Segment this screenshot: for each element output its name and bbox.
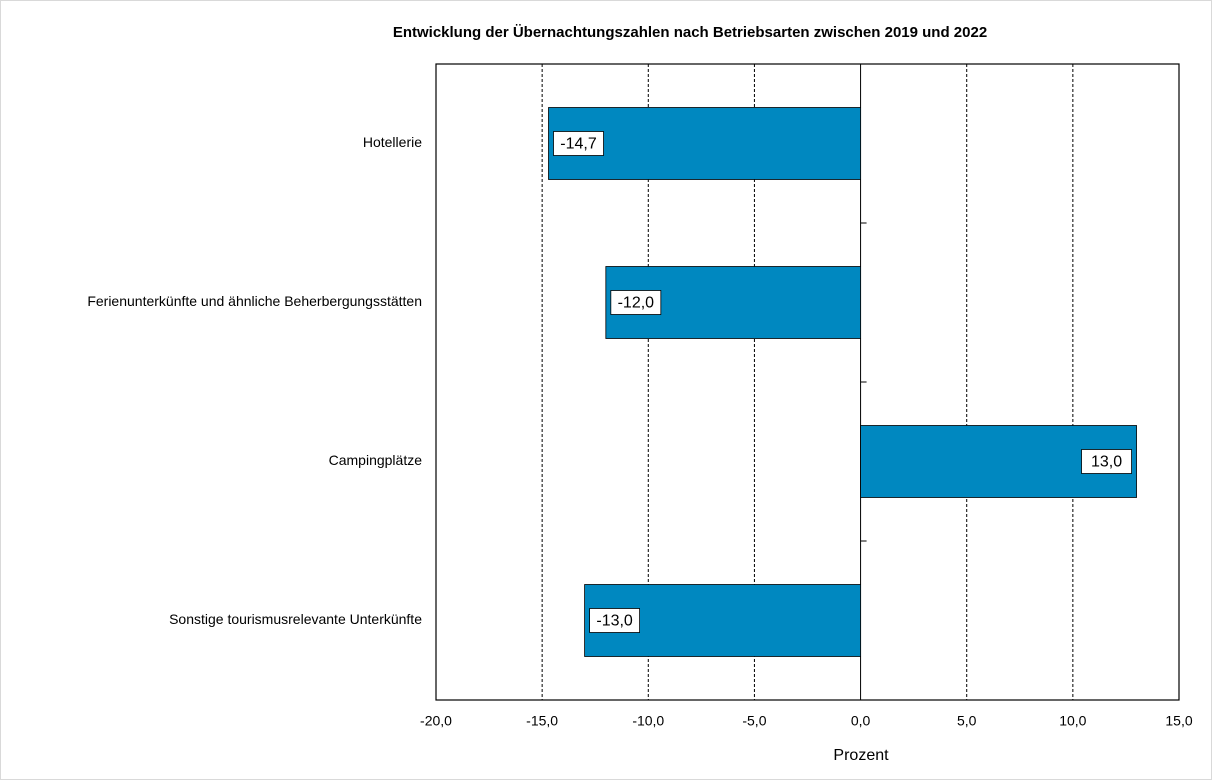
chart-title: Entwicklung der Übernachtungszahlen nach… <box>393 24 987 41</box>
y-tick-label: Sonstige tourismusrelevante Unterkünfte <box>169 611 422 627</box>
value-label-box <box>553 131 604 156</box>
value-label: -14,7 <box>560 136 597 153</box>
y-tick-label: Campingplätze <box>329 452 423 468</box>
x-tick-label: -15,0 <box>526 713 558 729</box>
value-label-box <box>610 290 662 315</box>
y-tick-label: Hotellerie <box>363 134 422 150</box>
value-label: 13,0 <box>1091 454 1122 471</box>
value-label: -13,0 <box>596 613 633 630</box>
value-label: -12,0 <box>618 295 655 312</box>
x-tick-label: 15,0 <box>1165 713 1192 729</box>
value-label-box <box>1081 449 1132 474</box>
x-tick-label: 5,0 <box>957 713 977 729</box>
x-tick-label: 0,0 <box>851 713 871 729</box>
x-tick-label: 10,0 <box>1059 713 1086 729</box>
plot-frame <box>435 63 1180 701</box>
x-tick-label: -10,0 <box>632 713 664 729</box>
value-label-box <box>589 608 640 633</box>
y-tick-label: Ferienunterkünfte und ähnliche Beherberg… <box>87 293 422 309</box>
x-axis-label: Prozent <box>833 747 889 764</box>
x-tick-label: -5,0 <box>742 713 766 729</box>
x-tick-label: -20,0 <box>420 713 452 729</box>
